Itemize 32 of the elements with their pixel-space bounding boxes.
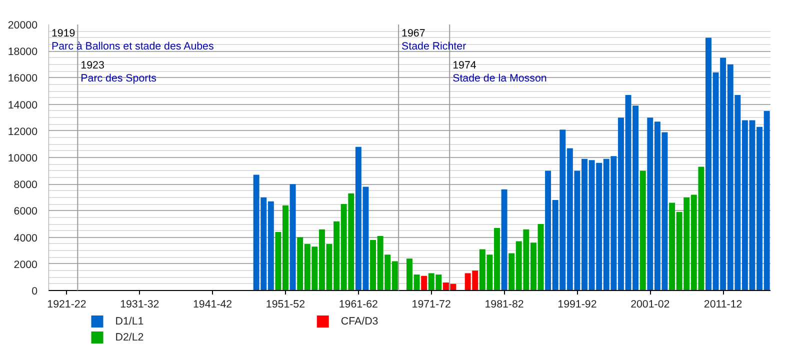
x-tick-label: 1941-42: [193, 298, 232, 310]
ref-line-label: 1923 Parc des Sports: [80, 60, 156, 84]
y-tick-label: 0: [32, 286, 38, 298]
bar: [421, 276, 428, 290]
bar: [501, 189, 508, 290]
x-tick-label: 1981-82: [484, 298, 524, 310]
y-tick-label: 8000: [14, 179, 38, 192]
x-tick-label: 2011-12: [704, 298, 742, 310]
x-tick-label: 1921-22: [47, 298, 86, 310]
legend-label: D1/L1: [115, 316, 144, 328]
ref-line-label: 1919 Parc à Ballons et stade des Aubes: [52, 28, 214, 52]
y-tick-label: 6000: [14, 206, 38, 218]
x-tick-label: 1991-92: [558, 298, 597, 310]
y-tick-label: 14000: [8, 99, 38, 112]
y-tick-label: 2000: [14, 258, 38, 271]
y-tick-label: 16000: [8, 72, 38, 85]
legend-label: D2/L2: [115, 332, 144, 344]
y-tick-label: 18000: [8, 46, 38, 58]
ref-line-label: 1974 Stade de la Mosson: [452, 60, 547, 84]
x-tick-label: 1951-52: [266, 298, 306, 310]
y-tick-label: 10000: [8, 152, 38, 164]
x-tick-label: 1961-62: [338, 298, 378, 310]
y-tick-label: 12000: [8, 126, 38, 138]
bar: [640, 170, 646, 290]
legend-label: CFA/D3: [340, 316, 378, 328]
y-tick-label: 4000: [14, 232, 38, 244]
x-tick-label: 1931-32: [120, 298, 160, 310]
y-tick-label: 20000: [8, 20, 38, 32]
x-tick-label: 2001-02: [630, 298, 670, 310]
x-tick-label: 1971-72: [412, 298, 451, 310]
ref-line-label: 1967 Stade Richter: [402, 28, 467, 52]
bar: [290, 184, 296, 290]
